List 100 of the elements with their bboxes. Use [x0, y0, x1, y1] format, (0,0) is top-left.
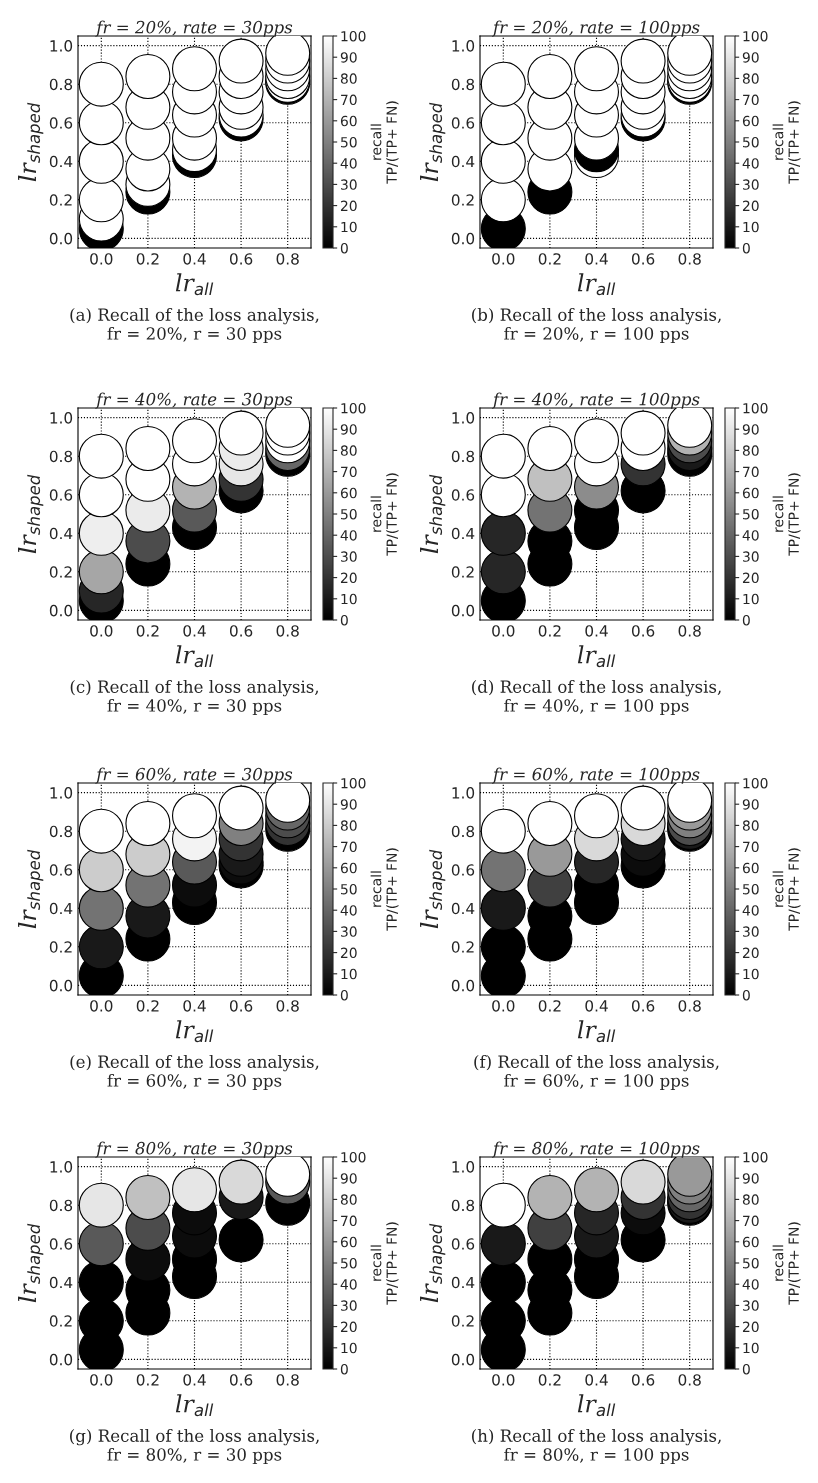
- y-tick-label: 0.8: [451, 825, 475, 838]
- color-bar-label: 0: [742, 989, 750, 1001]
- color-bar-label: 40: [742, 530, 759, 541]
- color-bar-label: 10: [743, 221, 759, 233]
- color-bar-label: 50: [341, 1257, 357, 1269]
- color-bar-title: recall TP/(TP+ FN): [370, 473, 399, 556]
- chart-title: fr = 80%, rate = 30pps: [95, 1141, 293, 1158]
- x-tick-label: 0.4: [183, 625, 206, 637]
- y-tick-label: 0.8: [49, 825, 73, 838]
- x-tick-label: 0.8: [276, 1374, 299, 1386]
- x-tick-label: 0.4: [183, 253, 206, 265]
- y-tick-label: 0.4: [49, 902, 73, 915]
- y-axis-title: lr$_{shaped}$: [18, 849, 44, 929]
- x-tick-label: 0.2: [136, 625, 159, 637]
- y-tick-label: 0.8: [49, 450, 73, 463]
- y-tick-label: 0.0: [49, 232, 73, 245]
- text: (f) Recall of the loss analysis, fr = 60%, r = 100 pps: [474, 1055, 719, 1091]
- color-bar-label: 100: [341, 777, 366, 789]
- x-tick-label: 0.0: [90, 1000, 113, 1012]
- text: (c) Recall of the loss analysis, fr = 40%, r = 30 pps: [70, 680, 318, 716]
- color-bar-label: 100: [341, 402, 366, 414]
- y-tick-label: 0.2: [49, 941, 72, 953]
- color-bar-label: 60: [340, 115, 357, 127]
- x-tick-label: 0.8: [276, 253, 299, 265]
- color-bar-label: 20: [340, 1321, 357, 1333]
- y-axis-title: lr$_{shaped}$: [420, 849, 446, 929]
- x-tick-label: 0.6: [229, 1374, 253, 1386]
- color-bar-label: 30: [341, 1300, 357, 1311]
- x-tick-label: 0.6: [631, 1000, 655, 1012]
- color-bar-label: 50: [341, 136, 357, 148]
- point: [620, 1159, 666, 1205]
- x-tick-label: 0.4: [585, 253, 608, 265]
- text: (d) Recall of the loss analysis, fr = 40%, r = 100 pps: [472, 680, 721, 716]
- color-bar-label: 80: [340, 820, 357, 831]
- color-bar-label: 10: [743, 968, 759, 980]
- color-bar-label: 40: [340, 158, 357, 169]
- chart-title: fr = 60%, rate = 30pps: [95, 767, 293, 784]
- color-bar-label: 80: [742, 445, 759, 456]
- color-bar-label: 20: [742, 947, 759, 959]
- y-axis-title: lr$_{shaped}$: [18, 474, 44, 554]
- x-axis-title: lr$_{all}$: [175, 645, 214, 668]
- y-tick-label: 0.8: [451, 450, 475, 463]
- x-tick-label: 0.0: [492, 1000, 515, 1012]
- y-tick-label: 0.0: [451, 1353, 475, 1366]
- color-bar-label: 0: [742, 1363, 750, 1375]
- point: [125, 1174, 171, 1220]
- color-bar-label: 60: [340, 487, 357, 499]
- y-tick-label: 0.2: [49, 194, 72, 206]
- y-tick-label: 1.0: [50, 787, 73, 799]
- x-tick-label: 0.6: [229, 253, 253, 265]
- y-tick-label: 0.0: [451, 232, 475, 245]
- color-bar-label: 90: [742, 1173, 759, 1184]
- color-bar-label: 60: [742, 115, 759, 127]
- y-tick-label: 0.4: [451, 527, 475, 540]
- color-bar-label: 80: [742, 820, 759, 831]
- x-tick-label: 0.8: [678, 1000, 701, 1012]
- y-axis-title: lr$_{shaped}$: [420, 102, 446, 182]
- color-bar-label: 20: [742, 200, 759, 212]
- y-tick-label: 0.8: [49, 78, 73, 91]
- color-bar-label: 80: [742, 73, 759, 84]
- point: [573, 793, 620, 839]
- color-bar-label: 50: [743, 508, 759, 520]
- point: [218, 785, 264, 831]
- y-tick-label: 0.6: [49, 864, 73, 876]
- x-tick-label: 0.2: [136, 1000, 159, 1012]
- color-bar-label: 100: [743, 402, 768, 414]
- y-tick-label: 1.0: [452, 412, 475, 424]
- color-bar-label: 30: [341, 551, 357, 562]
- y-tick-label: 1.0: [452, 40, 475, 52]
- color-bar-label: 90: [742, 799, 759, 810]
- y-tick-label: 0.4: [451, 1276, 475, 1289]
- chart-title: fr = 40%, rate = 100pps: [491, 392, 700, 409]
- color-bar-label: 0: [742, 614, 750, 626]
- color-bar-label: 0: [742, 242, 750, 254]
- color-bar-label: 40: [742, 1279, 759, 1290]
- y-tick-label: 0.4: [49, 1276, 73, 1289]
- color-bar-label: 0: [340, 242, 348, 254]
- color-bar-label: 20: [340, 572, 357, 584]
- x-tick-label: 0.8: [678, 625, 701, 637]
- color-bar-label: 30: [341, 926, 357, 937]
- text: (e) Recall of the loss analysis, fr = 60%, r = 30 pps: [70, 1055, 319, 1091]
- x-tick-label: 0.8: [678, 253, 701, 265]
- color-bar-label: 60: [742, 487, 759, 499]
- y-tick-label: 0.2: [49, 566, 72, 578]
- color-bar-label: 70: [341, 1215, 357, 1227]
- x-tick-label: 0.4: [585, 1374, 608, 1386]
- x-tick-label: 0.8: [276, 1000, 299, 1012]
- color-bar-label: 40: [340, 905, 357, 916]
- text: (g) Recall of the loss analysis, fr = 80%, r = 30 pps: [70, 1429, 319, 1465]
- y-tick-label: 0.2: [49, 1315, 72, 1327]
- color-bar-label: 90: [340, 424, 357, 435]
- x-axis-title: lr$_{all}$: [175, 273, 214, 296]
- color-bar-label: 40: [340, 1279, 357, 1290]
- x-tick-label: 0.4: [585, 1000, 608, 1012]
- color-bar-label: 70: [743, 466, 759, 478]
- color-bar-label: 10: [341, 593, 357, 605]
- chart-title: fr = 40%, rate = 30pps: [95, 392, 293, 409]
- point: [573, 1167, 620, 1213]
- y-axis-title: lr$_{shaped}$: [18, 1223, 44, 1303]
- y-tick-label: 0.6: [451, 489, 475, 501]
